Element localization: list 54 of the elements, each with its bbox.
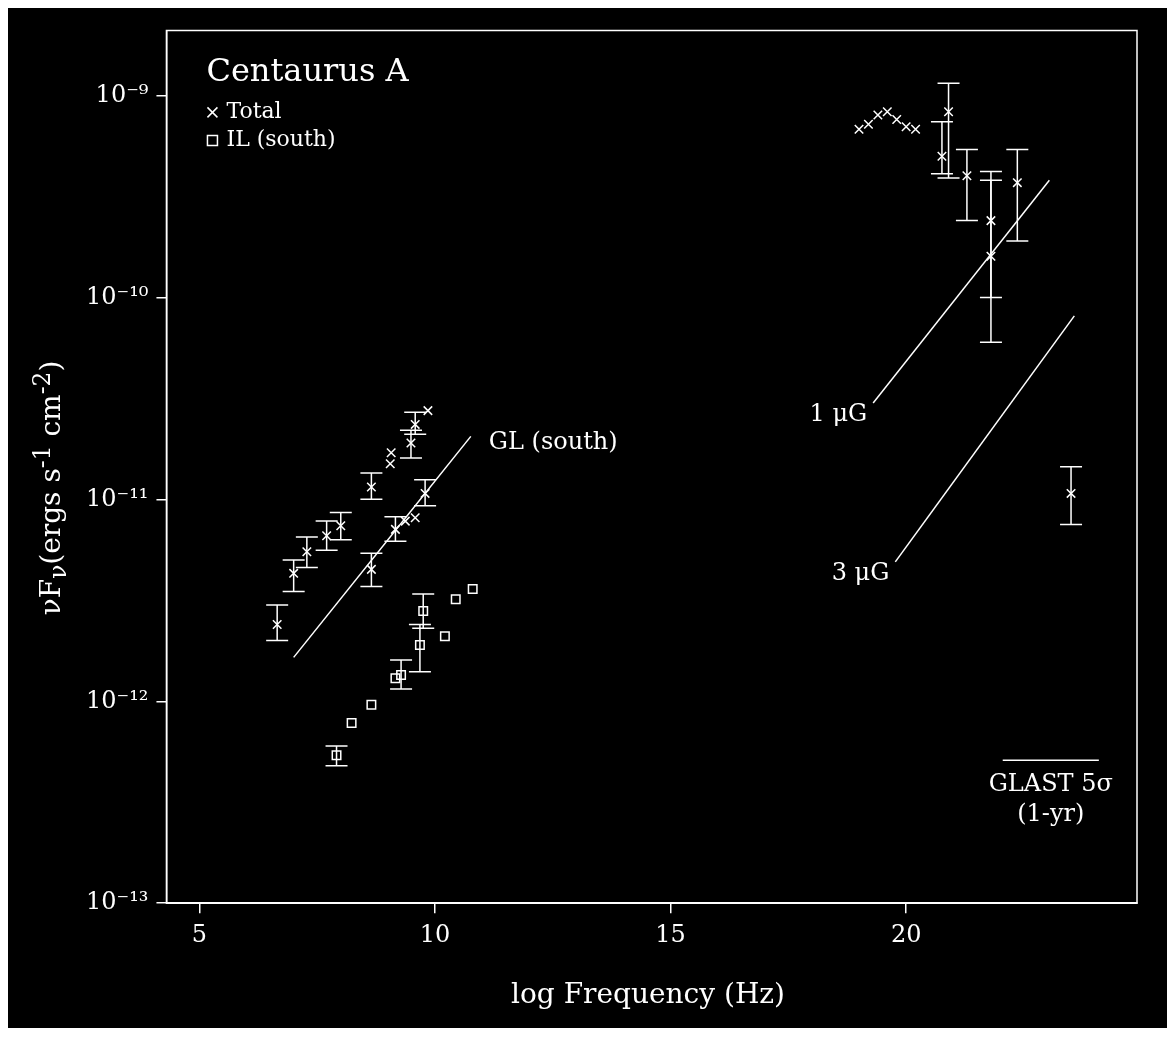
x-tick-label: 15: [655, 919, 686, 948]
point: [346, 718, 357, 729]
y-tick-label: 10⁻¹¹: [86, 483, 149, 512]
series-label: 1 μG: [809, 399, 868, 428]
point: [396, 669, 407, 680]
y-tick-label: 10⁻⁹: [95, 79, 149, 108]
y-tick-label: 10⁻¹⁰: [86, 281, 149, 310]
point: [366, 564, 377, 575]
point: [331, 750, 342, 761]
x-tick-label: 10: [419, 919, 451, 948]
y-tick-label: 10⁻¹²: [86, 685, 149, 714]
series-label: GL (south): [488, 426, 618, 455]
point: [366, 699, 377, 710]
point: [891, 114, 902, 125]
point: [366, 482, 377, 493]
x-tick-label: 5: [191, 919, 208, 948]
point: [390, 673, 401, 684]
point: [985, 215, 996, 226]
point: [854, 124, 865, 135]
point: [410, 419, 421, 430]
x-tick-label: 20: [890, 919, 922, 948]
point: [450, 594, 461, 605]
point: [936, 151, 947, 162]
legend-title: Centaurus A: [206, 50, 410, 89]
point: [420, 488, 431, 499]
point: [400, 516, 411, 527]
point: [1066, 488, 1077, 499]
point: [961, 170, 972, 181]
point: [414, 639, 425, 650]
point: [863, 119, 874, 130]
legend-label: Total: [226, 98, 282, 124]
point: [410, 512, 421, 523]
y-tick-label: 10⁻¹³: [86, 887, 149, 916]
point: [910, 124, 921, 135]
x-axis-title: log Frequency (Hz): [511, 976, 785, 1010]
point: [467, 583, 478, 594]
point: [405, 438, 416, 449]
point: [439, 631, 450, 642]
point: [390, 524, 401, 535]
point: [985, 251, 996, 262]
series-label: GLAST 5σ (1-yr): [988, 768, 1113, 827]
point: [418, 605, 429, 616]
point: [1012, 177, 1023, 188]
point: [943, 106, 954, 117]
series-label: 3 μG: [831, 558, 890, 587]
point: [882, 106, 893, 117]
point: [321, 530, 332, 541]
point: [301, 546, 312, 557]
point: [288, 568, 299, 579]
point: [422, 405, 433, 416]
point: [272, 619, 283, 630]
legend-label: IL (south): [226, 126, 336, 152]
point: [901, 121, 912, 132]
point: [872, 110, 883, 121]
